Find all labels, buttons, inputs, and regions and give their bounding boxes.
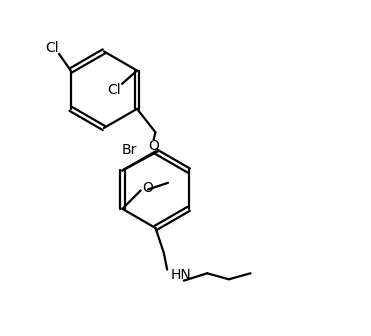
Text: O: O — [142, 181, 153, 195]
Text: Br: Br — [122, 143, 137, 157]
Text: Cl: Cl — [45, 41, 59, 55]
Text: Cl: Cl — [107, 83, 121, 97]
Text: HN: HN — [171, 268, 191, 282]
Text: O: O — [148, 138, 159, 153]
